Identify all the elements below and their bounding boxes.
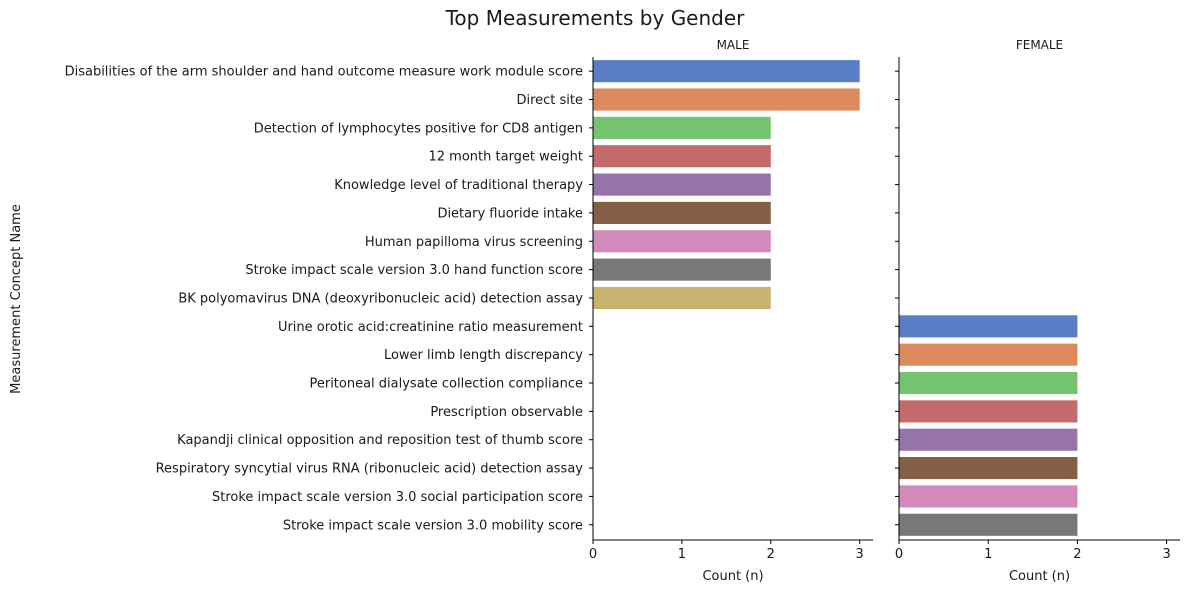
chart-title: Top Measurements by Gender <box>445 6 746 30</box>
plot-layer: Disabilities of the arm shoulder and han… <box>65 38 1180 584</box>
x-axis-label: Count (n) <box>702 569 763 584</box>
y-tick-label: Dietary fluoride intake <box>437 206 583 221</box>
bar-male <box>593 201 771 224</box>
bar-male <box>593 60 860 83</box>
y-tick-label: Stroke impact scale version 3.0 mobility… <box>283 518 583 533</box>
y-tick-label: Detection of lymphocytes positive for CD… <box>254 121 583 136</box>
bar-female <box>899 315 1078 338</box>
x-tick-label: 3 <box>1162 547 1170 562</box>
y-tick-label: Stroke impact scale version 3.0 social p… <box>212 490 583 505</box>
y-tick-label: Human papilloma virus screening <box>365 235 583 250</box>
x-tick-label: 2 <box>1073 547 1081 562</box>
y-tick-label: Lower limb length discrepancy <box>384 348 583 363</box>
panel-title-female: FEMALE <box>1016 38 1063 52</box>
x-tick-label: 1 <box>678 547 686 562</box>
bar-female <box>899 485 1078 508</box>
y-tick-label: Respiratory syncytial virus RNA (ribonuc… <box>156 462 584 477</box>
y-tick-label: BK polyomavirus DNA (deoxyribonucleic ac… <box>178 291 583 306</box>
bar-male <box>593 116 771 139</box>
y-tick-label: Prescription observable <box>430 405 583 420</box>
y-tick-label: Kapandji clinical opposition and reposit… <box>177 433 583 448</box>
y-tick-label: Knowledge level of traditional therapy <box>334 178 583 193</box>
bar-male <box>593 88 860 111</box>
y-tick-label: Stroke impact scale version 3.0 hand fun… <box>245 263 583 278</box>
bar-female <box>899 513 1078 536</box>
x-tick-label: 3 <box>856 547 864 562</box>
bar-male <box>593 258 771 281</box>
bar-female <box>899 371 1078 395</box>
x-tick-label: 1 <box>984 547 992 562</box>
bar-female <box>899 343 1078 366</box>
panel-title-male: MALE <box>717 38 750 52</box>
bar-male <box>593 230 771 253</box>
y-axis-label: Measurement Concept Name <box>9 204 24 394</box>
bar-female <box>899 428 1078 451</box>
y-tick-label: Direct site <box>516 93 583 108</box>
bar-male <box>593 286 771 310</box>
bar-male <box>593 173 771 196</box>
y-tick-label: Peritoneal dialysate collection complian… <box>309 377 583 392</box>
bar-male <box>593 145 771 168</box>
bar-female <box>899 400 1078 423</box>
x-tick-label: 0 <box>895 547 903 562</box>
x-axis-label: Count (n) <box>1009 569 1070 584</box>
bar-female <box>899 457 1078 480</box>
y-tick-label: Disabilities of the arm shoulder and han… <box>65 65 583 80</box>
y-tick-label: Urine orotic acid:creatinine ratio measu… <box>278 320 583 335</box>
x-tick-label: 2 <box>767 547 775 562</box>
x-tick-label: 0 <box>589 547 597 562</box>
y-tick-label: 12 month target weight <box>429 150 584 165</box>
